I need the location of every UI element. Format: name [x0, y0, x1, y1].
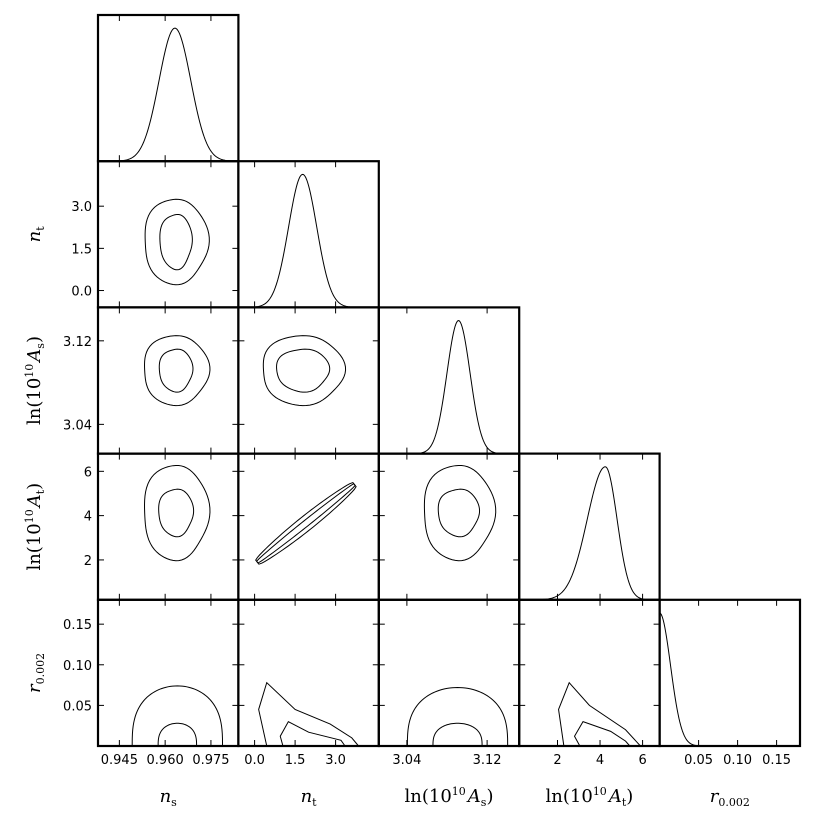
- y-axis-label-lnAs: ln(1010As): [23, 336, 47, 425]
- x-tick-label: 3.0: [325, 753, 346, 768]
- y-tick-label: 4: [84, 510, 92, 525]
- x-tick-label: 4: [596, 753, 604, 768]
- x-tick-label: 0.945: [101, 753, 138, 768]
- marginal-lnAt: [519, 466, 660, 601]
- y-tick-label: 0.0: [71, 285, 92, 300]
- contour-lnAt-ns: [144, 464, 211, 562]
- contour-lnAt-lnAs: [437, 488, 481, 538]
- marginal-r: [659, 612, 800, 747]
- panel-frames: [96, 13, 802, 748]
- panel-r-ns: [96, 598, 240, 748]
- y-tick-label: 0.10: [63, 659, 92, 674]
- axis-labels: 0.945 0.960 0.975 0.0 1.5 3.0 3.04 3.12 2 4 6 0.05 0…: [23, 200, 791, 809]
- panel-lnAs-nt: [237, 306, 380, 455]
- contour-r-lnAt: [558, 681, 641, 747]
- panel-r-r: [658, 598, 802, 748]
- x-axis-label-nt: nt: [301, 786, 318, 809]
- panel-lnAs-lnAs: [377, 306, 521, 455]
- contour-lnAt-lnAs: [423, 464, 497, 562]
- marginal-lnAs: [378, 320, 520, 455]
- y-tick-label: 2: [84, 554, 92, 569]
- x-tick-label: 1.5: [285, 753, 306, 768]
- contour-r-nt: [258, 681, 359, 747]
- marginal-ns: [98, 27, 239, 162]
- panel-lnAt-nt: [237, 452, 380, 601]
- y-tick-label: 1.5: [71, 242, 92, 257]
- x-tick-label: 3.12: [473, 753, 502, 768]
- x-tick-label: 0.960: [147, 753, 184, 768]
- contour-r-ns: [131, 685, 224, 747]
- contour-r-lnAs: [432, 722, 483, 747]
- contour-lnAs-ns: [158, 348, 194, 393]
- panel-ns-ns: [96, 13, 240, 163]
- x-tick-label: 0.10: [723, 753, 752, 768]
- panel-nt-nt: [237, 160, 380, 309]
- x-tick-label: 0.0: [244, 753, 265, 768]
- contour-r-ns: [157, 722, 198, 747]
- panel-lnAt-lnAs: [377, 452, 521, 601]
- panel-lnAt-lnAt: [518, 452, 661, 601]
- x-tick-label: 3.04: [392, 753, 421, 768]
- contour-r-lnAt: [573, 721, 631, 747]
- marginal-nt: [238, 173, 379, 308]
- y-axis-label-lnAt: ln(1010At): [23, 483, 47, 571]
- panel-r-nt: [237, 598, 380, 748]
- y-tick-label: 6: [84, 465, 92, 480]
- y-axis-label-nt: nt: [24, 226, 47, 243]
- contour-r-lnAs: [406, 687, 509, 747]
- y-tick-label: 3.0: [71, 200, 92, 215]
- contour-lnAt-nt: [255, 483, 356, 564]
- y-tick-label: 3.04: [63, 418, 92, 433]
- x-axis-label-ns: ns: [160, 786, 178, 809]
- contour-lnAs-nt: [262, 335, 347, 407]
- panel-nt-ns: [96, 160, 240, 309]
- contour-lnAt-nt: [255, 481, 357, 565]
- x-tick-label: 2: [553, 753, 561, 768]
- plot-ticks: [98, 15, 778, 746]
- x-tick-label: 0.15: [762, 753, 791, 768]
- panel-lnAt-ns: [96, 452, 240, 601]
- x-axis-label-lnAs: ln(1010 As): [405, 785, 494, 809]
- panel-lnAs-ns: [96, 306, 240, 455]
- x-tick-label: 6: [638, 753, 646, 768]
- contour-lnAs-ns: [144, 335, 211, 407]
- x-axis-label-lnAt: ln(1010 At): [546, 785, 634, 809]
- contour-nt-ns: [159, 213, 193, 271]
- y-tick-label: 0.15: [63, 618, 92, 633]
- y-tick-label: 0.05: [63, 699, 92, 714]
- contour-lnAs-nt: [276, 348, 331, 393]
- y-axis-label-r: r0.002: [24, 653, 47, 693]
- contour-lnAt-ns: [158, 488, 195, 538]
- contour-r-nt: [279, 720, 346, 747]
- x-tick-label: 0.05: [684, 753, 713, 768]
- plot-curves: [98, 27, 800, 747]
- contour-nt-ns: [144, 198, 210, 286]
- x-axis-label-r: r0.002: [710, 786, 750, 809]
- x-tick-label: 0.975: [192, 753, 229, 768]
- y-tick-label: 3.12: [63, 335, 92, 350]
